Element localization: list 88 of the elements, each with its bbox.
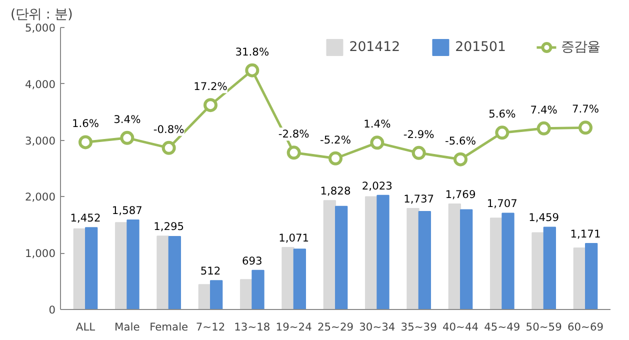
y-tick-label: 3,000 <box>24 134 56 148</box>
point <box>286 146 301 160</box>
data-label: 1,295 <box>154 220 184 234</box>
data-label: 1.6% <box>72 117 100 130</box>
data-label: 1,071 <box>278 231 310 244</box>
bar <box>126 219 140 310</box>
bar <box>502 212 514 310</box>
x-tick-label: Male <box>114 320 140 334</box>
point <box>162 140 176 155</box>
bar <box>532 232 544 310</box>
y-tick-label: 5,000 <box>24 22 56 34</box>
bar <box>490 218 503 310</box>
legend-label: 증감율 <box>561 39 600 56</box>
x-tick-label: 45~49 <box>484 320 520 334</box>
bar <box>418 211 431 310</box>
y-tick-label: 4,000 <box>24 78 56 91</box>
bar <box>585 242 598 310</box>
data-label: -2.8% <box>278 128 310 141</box>
data-label: 1,459 <box>528 211 560 224</box>
bar <box>323 200 336 310</box>
bar <box>282 246 294 310</box>
bar <box>293 248 306 310</box>
bar <box>460 209 473 310</box>
point <box>454 152 468 166</box>
point <box>578 120 592 135</box>
data-label: 1,171 <box>570 227 601 240</box>
x-tick-label: 60~69 <box>567 320 604 334</box>
point <box>120 130 134 145</box>
x-tick-label: 7~12 <box>196 320 226 334</box>
point <box>495 126 510 140</box>
x-tick-label: Female <box>150 320 188 334</box>
bar <box>376 194 390 310</box>
data-label: 17.2% <box>194 80 228 94</box>
data-label: -2.9% <box>403 128 434 141</box>
y-tick-label: 0 <box>48 304 56 316</box>
bar <box>365 196 378 310</box>
legend-label: 201501 <box>455 40 506 54</box>
data-label: 1,452 <box>70 212 101 225</box>
data-label: 693 <box>242 254 262 268</box>
x-tick-label: ALL <box>76 320 96 334</box>
data-label: 512 <box>200 264 221 278</box>
data-label: 1.4% <box>364 118 391 131</box>
data-label: -5.2% <box>320 133 351 146</box>
bar <box>573 248 586 310</box>
x-tick-label: 40~44 <box>442 320 479 334</box>
data-label: -0.8% <box>153 122 184 136</box>
data-label: 1,587 <box>112 204 142 217</box>
data-label: 2,023 <box>362 179 392 192</box>
x-tick-label: 35~39 <box>400 320 438 334</box>
point <box>204 98 218 112</box>
data-label: 31.8% <box>235 45 270 58</box>
bar <box>198 284 211 310</box>
x-tick-label: 25~29 <box>317 320 354 334</box>
bar <box>115 222 128 310</box>
data-label: 7.4% <box>530 103 558 116</box>
bar <box>240 279 253 310</box>
x-tick-label: 19~24 <box>276 320 312 334</box>
x-tick-label: 30~34 <box>359 320 396 334</box>
data-label: 1,707 <box>486 197 518 210</box>
bar <box>448 204 461 310</box>
bar <box>73 228 86 310</box>
bar <box>252 270 264 310</box>
point <box>328 151 342 166</box>
x-tick-label: 50~59 <box>526 320 562 334</box>
point <box>245 63 260 78</box>
data-label: 1,828 <box>320 184 351 198</box>
bar <box>335 206 348 310</box>
x-tick-label: 13~18 <box>234 320 270 334</box>
bar <box>85 227 98 310</box>
data-label: 3.4% <box>114 112 141 126</box>
data-label: 1,769 <box>445 188 476 202</box>
bar <box>210 280 223 310</box>
data-label: 7.7% <box>572 102 600 116</box>
legend-label: 201412 <box>349 40 400 54</box>
bar <box>406 208 420 310</box>
data-label: 1,737 <box>404 192 434 206</box>
point <box>370 136 384 150</box>
y-tick-label: 1,000 <box>24 247 56 260</box>
point <box>412 146 426 160</box>
y-tick-label: 2,000 <box>24 190 56 204</box>
bar <box>543 226 556 310</box>
text: (단위 : 분) <box>10 8 73 22</box>
bar <box>168 236 181 310</box>
data-label: 5.6% <box>488 108 516 121</box>
point <box>536 121 551 136</box>
point <box>78 135 92 150</box>
bar <box>156 236 170 310</box>
data-label: -5.6% <box>445 134 476 148</box>
